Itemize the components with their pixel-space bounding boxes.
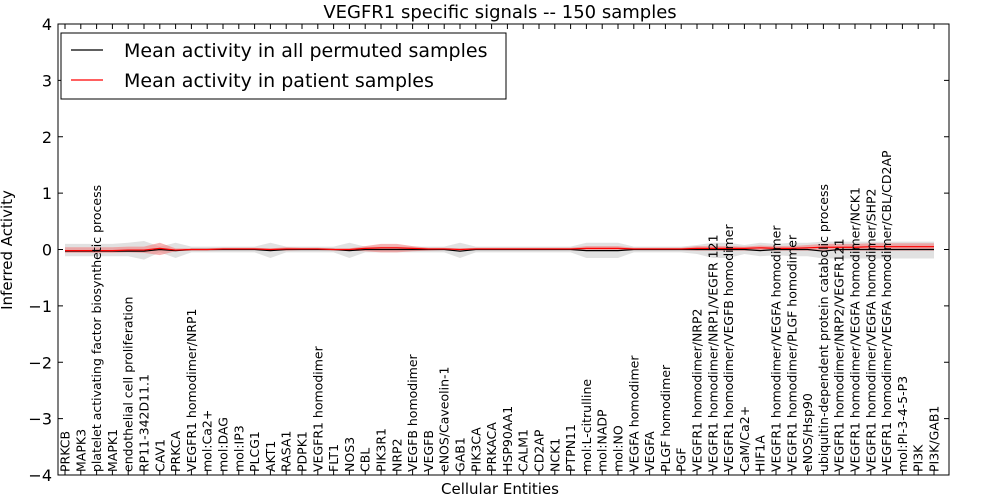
- x-tick-label: ubiquitin-dependent protein catabolic pr…: [816, 184, 831, 472]
- x-tick-label: NRP2: [389, 438, 404, 472]
- x-tick-label: PRKCB: [58, 431, 73, 472]
- x-tick-label: PTPN11: [563, 424, 578, 472]
- y-tick-label: −3: [28, 410, 52, 429]
- x-tick-label: MAPK1: [105, 429, 120, 472]
- x-tick-label: CaM/Ca2+: [737, 406, 752, 472]
- y-tick-label: −4: [28, 466, 52, 485]
- x-tick-label: PIK3CA: [468, 427, 483, 472]
- x-tick-label: NOS3: [342, 437, 357, 472]
- y-tick-label: −1: [28, 297, 52, 316]
- x-tick-label: PRKCA: [168, 431, 183, 472]
- x-tick-label: NCK1: [547, 438, 562, 472]
- x-tick-label: PLCG1: [247, 431, 262, 472]
- x-axis-label: Cellular Entities: [441, 480, 559, 498]
- y-tick-label: 3: [42, 71, 52, 90]
- x-tick-label: VEGFR1 homodimer/NRP1/VEGFR 121: [705, 234, 720, 472]
- x-tick-label: CALM1: [516, 429, 531, 472]
- x-tick-label: VEGFR1 homodimer/VEGFA homodimer: [769, 225, 784, 472]
- x-tick-label: VEGFB: [421, 430, 436, 472]
- y-tick-label: 0: [42, 241, 52, 260]
- x-tick-label: mol:Ca2+: [200, 410, 215, 472]
- y-tick-label: 1: [42, 184, 52, 203]
- x-tick-label: CD2AP: [532, 429, 547, 472]
- chart-title: VEGFR1 specific signals -- 150 samples: [323, 2, 676, 23]
- x-tick-label: VEGFR1 homodimer/PLGF homodimer: [784, 234, 799, 472]
- x-tick-label: AKT1: [263, 441, 278, 472]
- x-tick-label: platelet activating factor biosynthetic …: [89, 185, 104, 472]
- x-tick-label: PGF: [674, 448, 689, 472]
- x-tick-label: endothelial cell proliferation: [121, 297, 136, 472]
- x-tick-label: VEGFR1 homodimer/NRP2: [690, 309, 705, 472]
- x-tick-label: mol:L-citrulline: [579, 379, 594, 472]
- x-tick-label: mol:NADP: [595, 409, 610, 472]
- x-tick-label: PI3K: [911, 444, 926, 472]
- x-tick-label: CBL: [358, 448, 373, 472]
- legend: Mean activity in all permuted samples Me…: [60, 32, 507, 100]
- axis-ticks: −4 −3 −2 −1 0 1 2 3 4 PRKCB MAPK3 platelet activati…: [28, 15, 949, 485]
- x-tick-label: eNOS/Caveolin-1: [437, 367, 452, 472]
- x-tick-label: MAPK3: [73, 429, 88, 472]
- x-tick-label: HSP90AA1: [500, 406, 515, 472]
- x-tick-label: PRKACA: [484, 422, 499, 472]
- x-tick-label: VEGFA homodimer: [626, 355, 641, 472]
- x-tick-label: GAB1: [453, 437, 468, 472]
- x-tick-label: eNOS/Hsp90: [800, 393, 815, 472]
- x-tick-label: VEGFR1 homodimer/VEGFB homodimer: [721, 224, 736, 472]
- x-tick-label: RASA1: [279, 431, 294, 472]
- x-tick-label: VEGFR1 homodimer/NRP1: [184, 309, 199, 472]
- x-tick-label: FLT1: [326, 444, 341, 472]
- x-tick-label: PIK3R1: [374, 428, 389, 472]
- x-tick-label: mol:DAG: [216, 417, 231, 472]
- x-tick-label: PDPK1: [295, 431, 310, 472]
- legend-label-permuted: Mean activity in all permuted samples: [124, 40, 487, 62]
- x-tick-label: VEGFR1 homodimer/VEGFA homodimer/CBL/CD2…: [879, 150, 894, 472]
- y-tick-label: 2: [42, 128, 52, 147]
- legend-label-patient: Mean activity in patient samples: [124, 70, 434, 92]
- plot-area: [65, 241, 934, 260]
- x-tick-label: PI3K/GAB1: [927, 406, 942, 472]
- legend-box: [60, 32, 507, 100]
- permuted-samples-band: [65, 241, 934, 260]
- x-tick-label: CAV1: [152, 439, 167, 472]
- x-tick-label: mol:NO: [611, 425, 626, 472]
- x-tick-label: mol:IP3: [231, 425, 246, 472]
- y-axis-label: Inferred Activity: [0, 190, 16, 310]
- x-tick-label: VEGFR1 homodimer: [310, 345, 325, 472]
- y-tick-label: −2: [28, 353, 52, 372]
- x-tick-label: VEGFR1 homodimer/VEGFA homodimer/NCK1: [848, 187, 863, 472]
- x-tick-label: HIF1A: [753, 435, 768, 472]
- x-tick-label: VEGFR1 homodimer/VEGFA homodimer/SHP2: [863, 188, 878, 472]
- y-tick-label: 4: [42, 15, 52, 34]
- x-tick-label: VEGFB homodimer: [405, 353, 420, 472]
- x-tick-label: RP11-342D11.1: [137, 374, 152, 472]
- x-tick-label: PLGF homodimer: [658, 364, 673, 472]
- x-tick-label: VEGFR1 homodimer/NRP2/VEGFR121: [832, 238, 847, 472]
- x-tick-label: VEGFA: [642, 431, 657, 472]
- patient-samples-line: [65, 246, 934, 252]
- x-tick-label: mol:PI-3-4-5-P3: [895, 376, 910, 472]
